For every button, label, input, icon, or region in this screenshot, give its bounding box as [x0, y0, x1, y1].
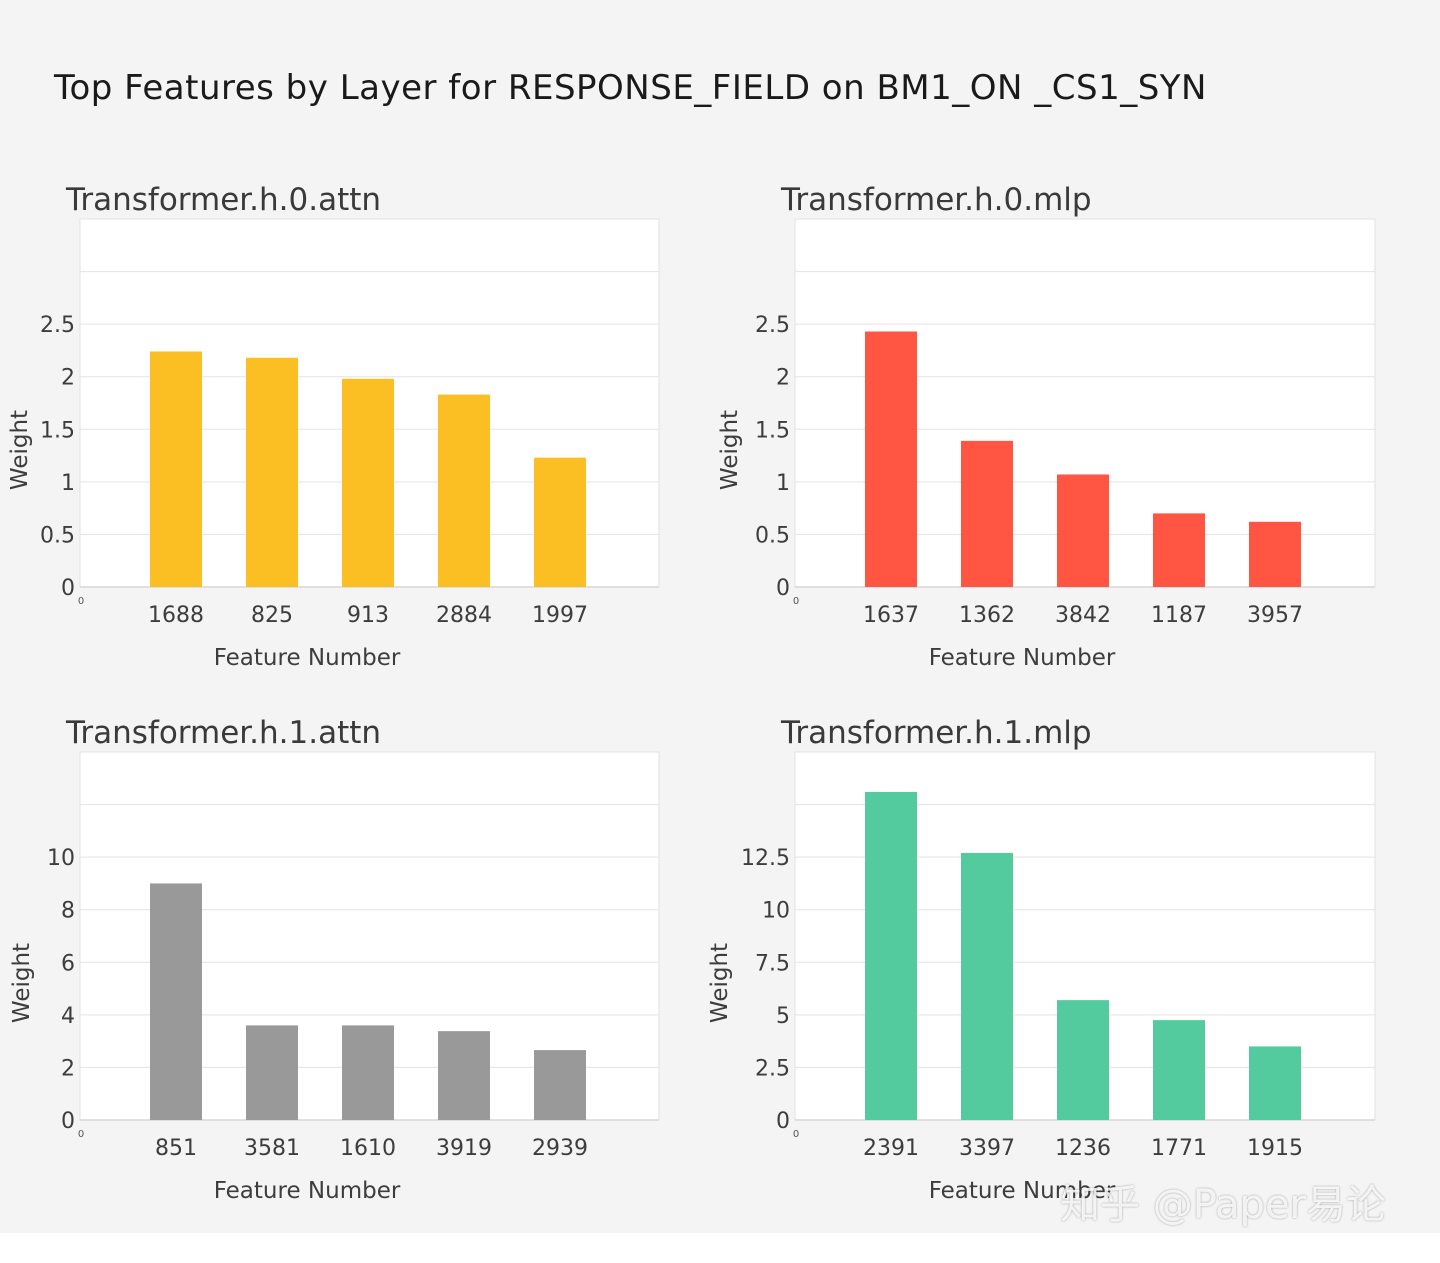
bar-h0-attn-913 — [342, 378, 394, 587]
y-tick-label-h1-mlp: 12.5 — [741, 846, 790, 871]
bar-h1-attn-1610 — [342, 1025, 394, 1120]
x-tick-label-h1-attn: 2939 — [532, 1136, 588, 1161]
bar-h1-attn-851 — [150, 883, 202, 1120]
x-axis-label-h1-attn: Feature Number — [214, 1178, 401, 1204]
y-tick-label-h0-mlp: 0.5 — [755, 523, 790, 548]
x-axis-label-h0-mlp: Feature Number — [929, 645, 1116, 671]
x-axis-label-h0-attn: Feature Number — [214, 645, 401, 671]
chart-title-h0-mlp: Transformer.h.0.mlp — [781, 182, 1092, 218]
chart-title-h0-attn: Transformer.h.0.attn — [66, 182, 382, 218]
origin-marker-h1-attn: 0 — [78, 1129, 84, 1140]
bar-h0-mlp-1187 — [1153, 513, 1205, 587]
y-tick-label-h0-mlp: 2.5 — [755, 313, 790, 338]
bar-h1-mlp-3397 — [961, 852, 1013, 1120]
y-tick-label-h0-mlp: 1.5 — [755, 418, 790, 443]
bar-h1-mlp-1236 — [1057, 1000, 1109, 1120]
bar-h0-attn-1688 — [150, 351, 202, 587]
y-axis-label-h0-mlp: Weight — [717, 410, 743, 490]
y-axis-label-h0-attn: Weight — [7, 410, 33, 490]
y-tick-label-h1-mlp: 5 — [776, 1004, 790, 1029]
x-tick-label-h1-mlp: 3397 — [959, 1136, 1015, 1161]
y-tick-label-h1-mlp: 2.5 — [755, 1056, 790, 1081]
bar-h1-attn-3581 — [246, 1025, 298, 1120]
bar-h0-mlp-3957 — [1249, 521, 1301, 587]
x-tick-label-h0-mlp: 1187 — [1151, 603, 1207, 628]
bar-h1-mlp-2391 — [865, 791, 917, 1120]
x-tick-label-h0-mlp: 1362 — [959, 603, 1015, 628]
bar-h1-attn-3919 — [438, 1031, 490, 1120]
y-tick-label-h1-mlp: 0 — [776, 1109, 790, 1134]
y-tick-label-h1-mlp: 10 — [762, 899, 790, 924]
bar-h0-attn-825 — [246, 357, 298, 587]
page-title: Top Features by Layer for RESPONSE_FIELD… — [54, 68, 1207, 108]
x-tick-label-h0-mlp: 3842 — [1055, 603, 1111, 628]
y-axis-label-h1-mlp: Weight — [707, 943, 733, 1023]
bar-h0-mlp-1362 — [961, 440, 1013, 587]
x-tick-label-h1-attn: 1610 — [340, 1136, 396, 1161]
watermark: 知乎 @Paper易论 — [1060, 1182, 1386, 1228]
bar-h0-mlp-1637 — [865, 331, 917, 587]
x-tick-label-h0-attn: 825 — [251, 603, 293, 628]
y-tick-label-h0-attn: 1 — [61, 471, 75, 496]
x-tick-label-h0-mlp: 3957 — [1247, 603, 1303, 628]
bar-h1-mlp-1915 — [1249, 1046, 1301, 1120]
y-tick-label-h0-mlp: 0 — [776, 576, 790, 601]
bar-h0-attn-1997 — [534, 457, 586, 587]
y-tick-label-h0-mlp: 1 — [776, 471, 790, 496]
origin-marker-h0-attn: 0 — [78, 596, 84, 607]
x-tick-label-h0-attn: 2884 — [436, 603, 492, 628]
x-tick-label-h0-attn: 1997 — [532, 603, 588, 628]
y-tick-label-h1-attn: 4 — [61, 1004, 75, 1029]
y-tick-label-h0-mlp: 2 — [776, 366, 790, 391]
y-tick-label-h1-attn: 8 — [61, 899, 75, 924]
origin-marker-h0-mlp: 0 — [793, 596, 799, 607]
figure-canvas: Top Features by Layer for RESPONSE_FIELD… — [0, 0, 1440, 1233]
x-tick-label-h1-mlp: 1236 — [1055, 1136, 1111, 1161]
y-tick-label-h1-attn: 0 — [61, 1109, 75, 1134]
x-tick-label-h0-attn: 913 — [347, 603, 389, 628]
y-tick-label-h0-attn: 1.5 — [40, 418, 75, 443]
x-tick-label-h1-mlp: 1915 — [1247, 1136, 1303, 1161]
bar-h1-mlp-1771 — [1153, 1020, 1205, 1120]
x-tick-label-h1-mlp: 1771 — [1151, 1136, 1207, 1161]
chart-title-h1-attn: Transformer.h.1.attn — [66, 715, 382, 751]
x-tick-label-h1-attn: 3919 — [436, 1136, 492, 1161]
x-tick-label-h1-attn: 851 — [155, 1136, 197, 1161]
y-axis-label-h1-attn: Weight — [9, 943, 35, 1023]
bar-h0-mlp-3842 — [1057, 474, 1109, 587]
y-tick-label-h1-attn: 6 — [61, 951, 75, 976]
y-tick-label-h0-attn: 0.5 — [40, 523, 75, 548]
bar-h0-attn-2884 — [438, 394, 490, 587]
y-tick-label-h0-attn: 0 — [61, 576, 75, 601]
bar-h1-attn-2939 — [534, 1050, 586, 1120]
y-tick-label-h0-attn: 2.5 — [40, 313, 75, 338]
y-tick-label-h1-attn: 10 — [47, 846, 75, 871]
y-tick-label-h1-mlp: 7.5 — [755, 951, 790, 976]
x-tick-label-h1-attn: 3581 — [244, 1136, 300, 1161]
x-axis-label-h1-mlp: Feature Number — [929, 1178, 1116, 1204]
x-tick-label-h0-attn: 1688 — [148, 603, 204, 628]
y-tick-label-h0-attn: 2 — [61, 366, 75, 391]
x-tick-label-h1-mlp: 2391 — [863, 1136, 919, 1161]
y-tick-label-h1-attn: 2 — [61, 1056, 75, 1081]
x-tick-label-h0-mlp: 1637 — [863, 603, 919, 628]
origin-marker-h1-mlp: 0 — [793, 1129, 799, 1140]
chart-title-h1-mlp: Transformer.h.1.mlp — [781, 715, 1092, 751]
